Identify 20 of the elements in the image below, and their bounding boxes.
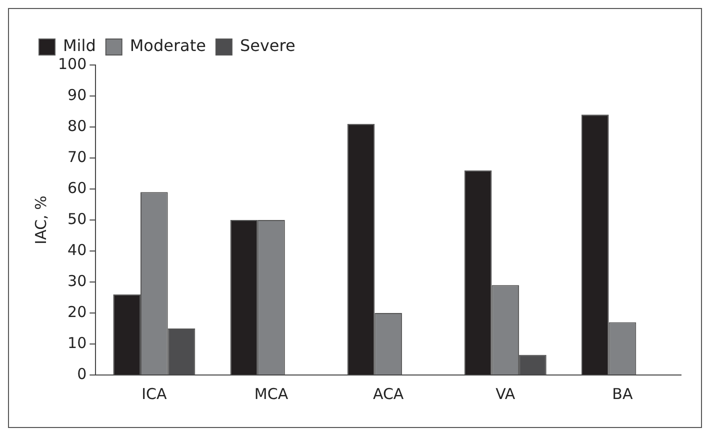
- x-tick-label: VA: [496, 384, 516, 403]
- y-tick-label: 50: [68, 210, 87, 228]
- y-tick-label: 30: [68, 272, 87, 290]
- y-axis-title: IAC, %: [32, 196, 50, 244]
- y-tick-label: 100: [58, 54, 87, 73]
- legend-label: Severe: [240, 36, 296, 56]
- legend-label: Moderate: [130, 36, 206, 56]
- y-tick-label: 90: [68, 86, 87, 104]
- legend-label: Mild: [63, 36, 96, 56]
- x-tick-label: BA: [612, 384, 634, 403]
- y-tick-label: 20: [68, 302, 87, 321]
- x-tick-label: ACA: [372, 384, 404, 403]
- x-tick-label: MCA: [254, 384, 289, 403]
- y-tick-label: 10: [68, 334, 87, 352]
- x-tick-label: ICA: [142, 384, 168, 403]
- y-tick-label: 40: [68, 240, 87, 259]
- y-tick-label: 60: [68, 178, 87, 197]
- y-tick-label: 80: [68, 116, 87, 135]
- y-tick-label: 0: [77, 364, 87, 383]
- y-tick-label: 70: [68, 148, 87, 166]
